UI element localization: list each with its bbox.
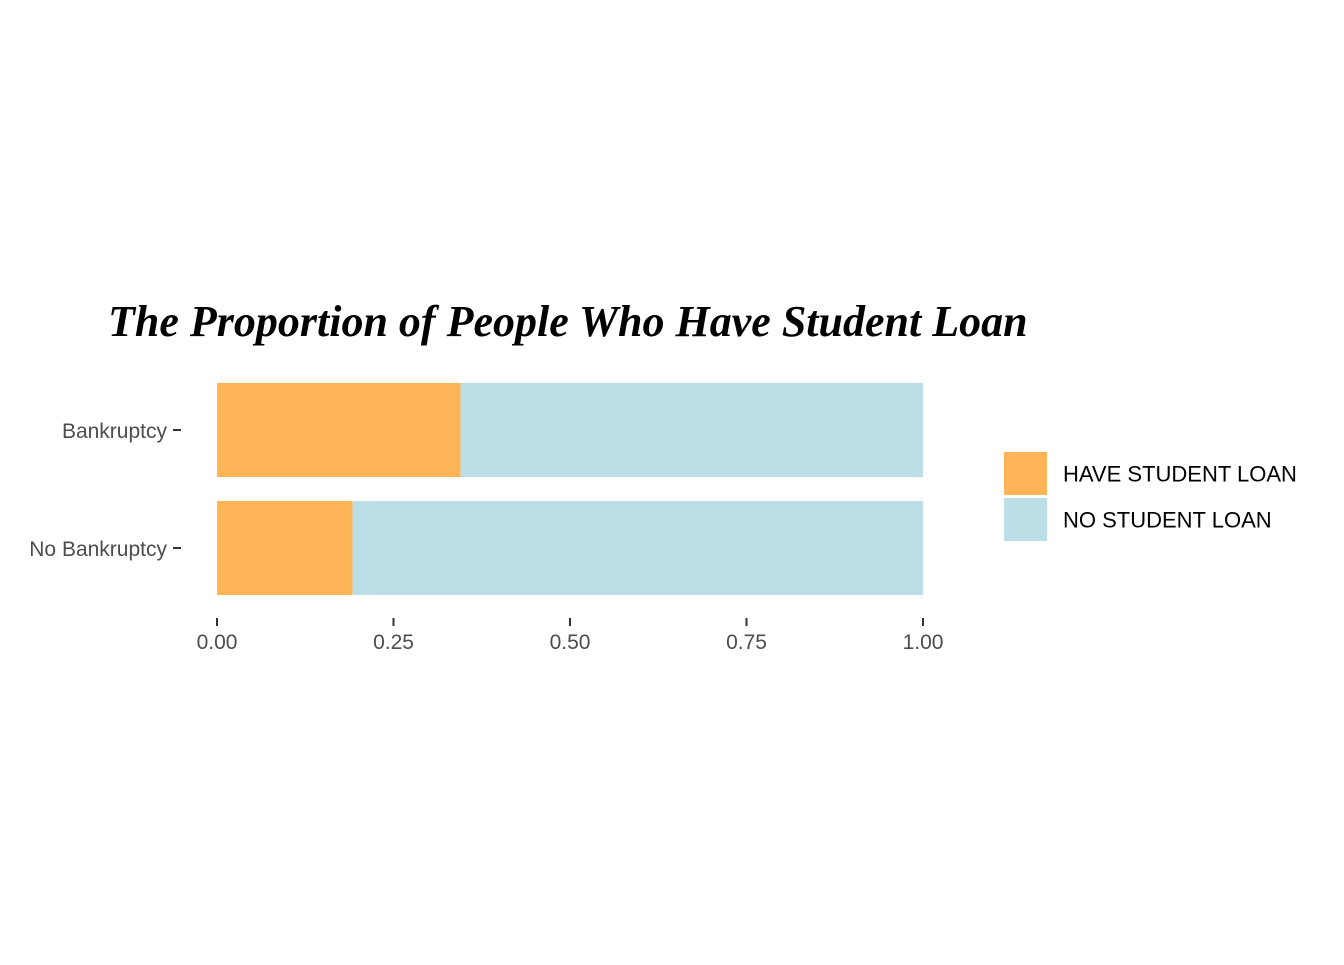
bar-bankruptcy-no-student-loan — [460, 383, 923, 477]
y-tick-label: Bankruptcy — [62, 420, 168, 443]
y-axis: Bankruptcy No Bankruptcy — [29, 420, 181, 561]
x-tick-label: 1.00 — [903, 631, 944, 654]
legend-key — [1004, 452, 1047, 495]
legend: HAVE STUDENT LOAN NO STUDENT LOAN — [1004, 452, 1297, 541]
x-axis: 0.00 0.25 0.50 0.75 1.00 — [197, 618, 944, 654]
legend-label: HAVE STUDENT LOAN — [1063, 462, 1297, 487]
bar-no-bankruptcy-have-student-loan — [217, 501, 353, 595]
bars-layer — [217, 383, 923, 595]
x-tick-label: 0.00 — [197, 631, 238, 654]
legend-label: NO STUDENT LOAN — [1063, 508, 1272, 533]
bar-no-bankruptcy-no-student-loan — [352, 501, 923, 595]
y-tick-label: No Bankruptcy — [29, 538, 167, 561]
x-tick-label: 0.75 — [726, 631, 767, 654]
legend-key — [1004, 498, 1047, 541]
x-tick-label: 0.25 — [373, 631, 414, 654]
bar-bankruptcy-have-student-loan — [217, 383, 461, 477]
x-tick-label: 0.50 — [550, 631, 591, 654]
chart-title: The Proportion of People Who Have Studen… — [108, 297, 1028, 346]
